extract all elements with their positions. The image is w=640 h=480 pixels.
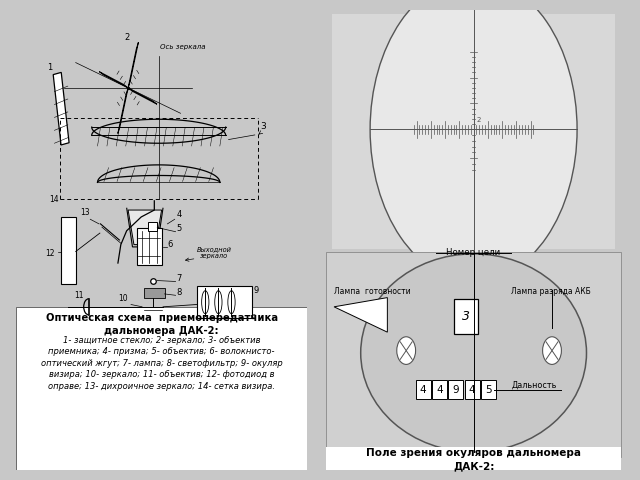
- Text: 2: 2: [124, 33, 129, 42]
- Text: 3: 3: [462, 310, 470, 323]
- Text: 6: 6: [168, 240, 173, 249]
- Circle shape: [370, 0, 577, 281]
- Bar: [448, 380, 463, 399]
- Text: 7: 7: [176, 274, 182, 283]
- Bar: [196, 286, 252, 318]
- Polygon shape: [53, 72, 69, 145]
- Polygon shape: [128, 42, 138, 88]
- Text: 1- защитное стекло; 2- зеркало; 3- объектив
приемника; 4- призма; 5- объектив; 6: 1- защитное стекло; 2- зеркало; 3- объек…: [41, 336, 282, 391]
- Text: 13: 13: [80, 208, 90, 216]
- Text: 8: 8: [176, 288, 182, 297]
- Text: 4: 4: [468, 385, 476, 395]
- Text: Ось зеркала: Ось зеркала: [160, 44, 205, 50]
- Text: 12: 12: [45, 249, 54, 258]
- Text: Лампа  готовности: Лампа готовности: [334, 288, 411, 297]
- Text: 9: 9: [253, 286, 259, 295]
- Bar: [454, 299, 477, 334]
- Text: 5: 5: [176, 224, 181, 233]
- Text: 4: 4: [436, 385, 443, 395]
- Text: Номер цели: Номер цели: [447, 248, 500, 257]
- Text: 11: 11: [74, 290, 84, 300]
- Text: Выходной
зеркало: Выходной зеркало: [196, 246, 232, 259]
- Ellipse shape: [361, 254, 586, 452]
- Text: Дальность: Дальность: [511, 381, 557, 390]
- Text: а: а: [252, 313, 255, 319]
- Polygon shape: [118, 88, 128, 133]
- Bar: [137, 228, 161, 265]
- Text: 5: 5: [485, 385, 492, 395]
- Bar: [61, 217, 76, 284]
- Text: 4: 4: [176, 210, 181, 219]
- Polygon shape: [334, 298, 387, 332]
- Bar: [415, 380, 431, 399]
- Circle shape: [543, 337, 561, 364]
- Text: 4: 4: [420, 385, 426, 395]
- Circle shape: [397, 337, 415, 364]
- Bar: [326, 252, 621, 456]
- Text: Поле зрения окуляров дальномера
ДАК-2:: Поле зрения окуляров дальномера ДАК-2:: [366, 448, 581, 471]
- Text: 14: 14: [49, 195, 59, 204]
- Bar: [144, 288, 164, 298]
- Text: 9: 9: [452, 385, 459, 395]
- Text: 10: 10: [118, 294, 127, 303]
- Bar: [465, 380, 479, 399]
- Text: 1: 1: [47, 62, 52, 72]
- Bar: [432, 380, 447, 399]
- Bar: [326, 447, 621, 470]
- Bar: [481, 380, 496, 399]
- Text: Лампа разряда АКБ: Лампа разряда АКБ: [511, 288, 591, 297]
- Polygon shape: [128, 88, 157, 104]
- Bar: [333, 14, 615, 249]
- Text: Оптическая схема  приемопередатчика
дальномера ДАК-2:: Оптическая схема приемопередатчика дальн…: [45, 313, 278, 336]
- Bar: [16, 307, 307, 470]
- Polygon shape: [99, 72, 128, 88]
- Bar: [148, 223, 157, 231]
- Polygon shape: [128, 210, 162, 245]
- Text: 3: 3: [260, 122, 266, 132]
- Text: 2: 2: [477, 118, 481, 123]
